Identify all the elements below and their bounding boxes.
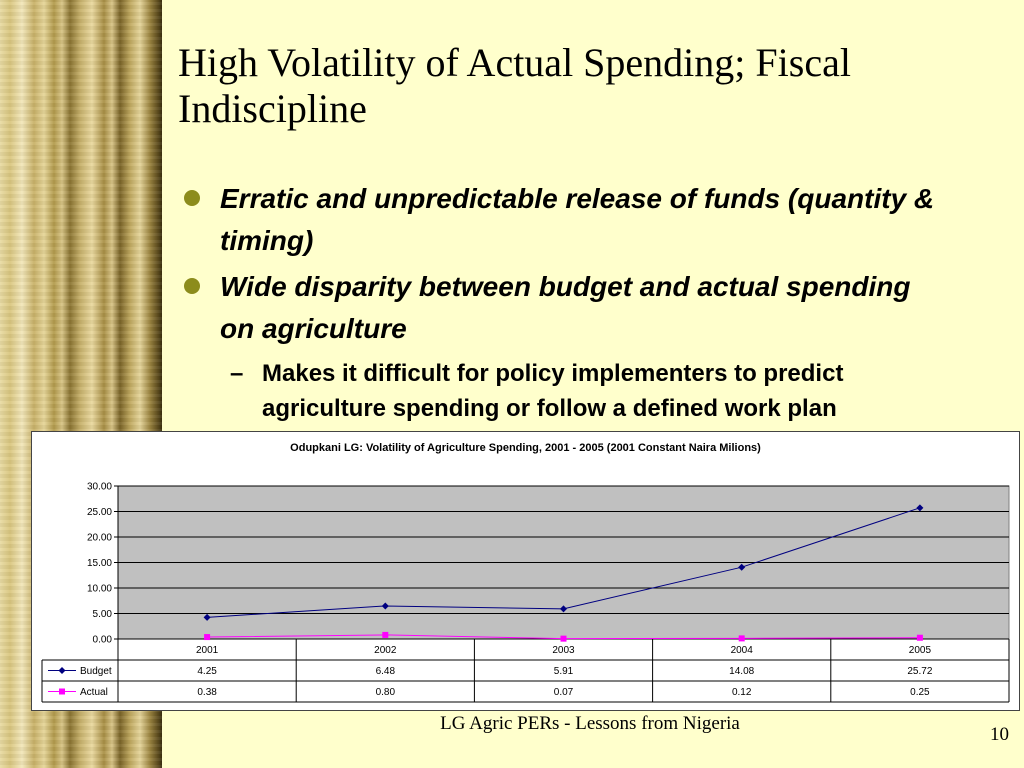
slide-title: High Volatility of Actual Spending; Fisc… — [178, 40, 851, 131]
x-category-label: 2002 — [374, 645, 397, 656]
table-cell-value: 5.91 — [554, 666, 574, 677]
bullet-2-text: Wide disparity between budget and actual… — [220, 271, 911, 344]
bullet-1-text: Erratic and unpredictable release of fun… — [220, 183, 935, 256]
y-tick-label: 0.00 — [93, 635, 113, 646]
table-cell-value: 0.07 — [554, 687, 574, 698]
chart-canvas: 0.00 5.00 10.00 15.00 20.00 25.00 30.00 2001 200… — [41, 482, 1010, 703]
y-tick-label: 10.00 — [87, 584, 112, 595]
chart-title: Odupkani LG: Volatility of Agriculture S… — [290, 442, 761, 454]
y-tick-label: 30.00 — [87, 482, 112, 493]
page-number: 10 — [990, 724, 1009, 745]
data-point-actual — [916, 634, 923, 641]
dash-icon: – — [230, 360, 244, 387]
legend-marker-diamond-icon — [58, 667, 66, 674]
decorative-side-band — [0, 0, 162, 768]
table-cell-value: 0.80 — [376, 687, 396, 698]
data-point-budget — [560, 605, 567, 613]
data-point-actual — [204, 634, 211, 641]
legend-marker-square-icon — [59, 688, 65, 695]
x-category-label: 2001 — [196, 645, 219, 656]
data-point-budget — [381, 602, 389, 610]
x-category-label: 2005 — [909, 645, 932, 656]
legend-label: Budget — [80, 666, 112, 677]
data-point-actual — [560, 635, 567, 642]
legend-label: Actual — [80, 687, 108, 698]
bullet-dot-icon — [184, 278, 200, 294]
table-cell-value: 25.72 — [907, 666, 932, 677]
data-point-actual — [382, 631, 389, 638]
table-cell-value: 6.48 — [376, 666, 396, 677]
y-tick-label: 25.00 — [87, 507, 112, 518]
table-cell-value: 0.38 — [197, 687, 217, 698]
table-cell-value: 14.08 — [729, 666, 754, 677]
y-tick-label: 20.00 — [87, 533, 112, 544]
chart: Odupkani LG: Volatility of Agriculture S… — [31, 431, 1020, 711]
data-point-budget — [916, 504, 924, 512]
bullet-dot-icon — [184, 190, 200, 206]
y-tick-label: 5.00 — [93, 609, 113, 620]
x-category-label: 2003 — [552, 645, 575, 656]
sub-bullet-text: Makes it difficult for policy implemente… — [262, 360, 844, 422]
y-tick-label: 15.00 — [87, 558, 112, 569]
footer-text: LG Agric PERs - Lessons from Nigeria — [440, 713, 740, 734]
x-category-label: 2004 — [731, 645, 754, 656]
data-point-actual — [738, 635, 745, 642]
data-point-budget — [203, 613, 211, 621]
table-cell-value: 0.25 — [910, 687, 930, 698]
data-point-budget — [738, 563, 746, 571]
table-cell-value: 4.25 — [197, 666, 217, 677]
table-cell-value: 0.12 — [732, 687, 752, 698]
